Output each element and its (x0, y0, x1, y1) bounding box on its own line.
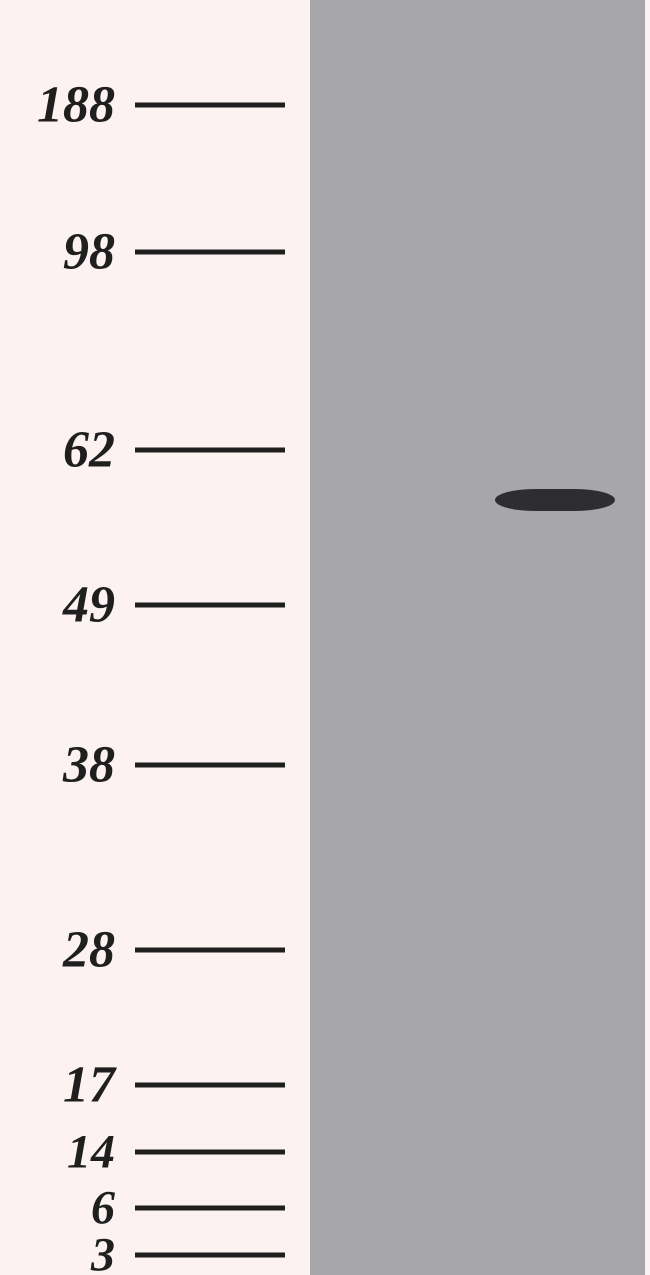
protein-band (495, 489, 615, 511)
western-blot-membrane (310, 0, 645, 1275)
mw-tick (135, 1206, 285, 1211)
mw-label: 38 (63, 736, 115, 795)
mw-tick (135, 1253, 285, 1258)
mw-tick (135, 1083, 285, 1088)
mw-label: 62 (63, 421, 115, 480)
mw-tick (135, 603, 285, 608)
mw-label: 14 (67, 1125, 115, 1180)
mw-tick (135, 763, 285, 768)
mw-label: 49 (63, 576, 115, 635)
mw-label: 17 (63, 1056, 115, 1115)
mw-tick (135, 948, 285, 953)
mw-tick (135, 448, 285, 453)
mw-tick (135, 1150, 285, 1155)
mw-label: 188 (37, 76, 115, 135)
mw-tick (135, 103, 285, 108)
mw-label: 28 (63, 921, 115, 980)
mw-tick (135, 250, 285, 255)
mw-label: 3 (91, 1228, 115, 1275)
mw-label: 98 (63, 223, 115, 282)
